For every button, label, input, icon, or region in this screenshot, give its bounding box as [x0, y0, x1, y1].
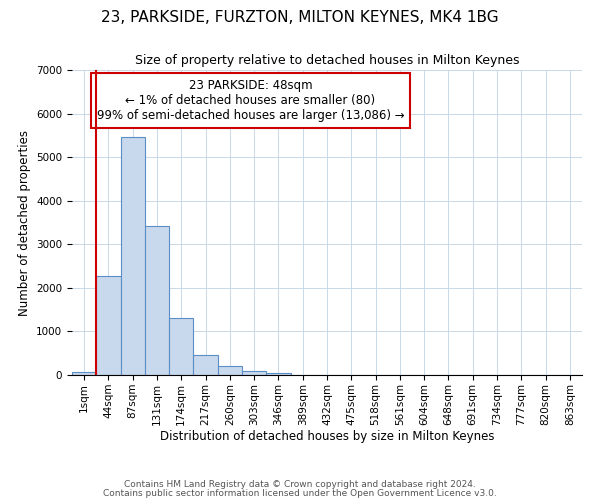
- Text: 23, PARKSIDE, FURZTON, MILTON KEYNES, MK4 1BG: 23, PARKSIDE, FURZTON, MILTON KEYNES, MK…: [101, 10, 499, 25]
- Bar: [96, 276, 121, 375]
- Bar: [242, 371, 266, 375]
- Y-axis label: Number of detached properties: Number of detached properties: [17, 130, 31, 316]
- Text: Contains HM Land Registry data © Crown copyright and database right 2024.: Contains HM Land Registry data © Crown c…: [124, 480, 476, 489]
- Text: 23 PARKSIDE: 48sqm
← 1% of detached houses are smaller (80)
99% of semi-detached: 23 PARKSIDE: 48sqm ← 1% of detached hous…: [97, 79, 404, 122]
- Title: Size of property relative to detached houses in Milton Keynes: Size of property relative to detached ho…: [135, 54, 519, 68]
- Text: Contains public sector information licensed under the Open Government Licence v3: Contains public sector information licen…: [103, 489, 497, 498]
- Bar: [266, 373, 290, 375]
- Bar: [193, 354, 218, 375]
- Bar: [218, 366, 242, 375]
- Bar: [72, 372, 96, 375]
- X-axis label: Distribution of detached houses by size in Milton Keynes: Distribution of detached houses by size …: [160, 430, 494, 444]
- Bar: [169, 318, 193, 375]
- Bar: [121, 137, 145, 375]
- Bar: [145, 226, 169, 375]
